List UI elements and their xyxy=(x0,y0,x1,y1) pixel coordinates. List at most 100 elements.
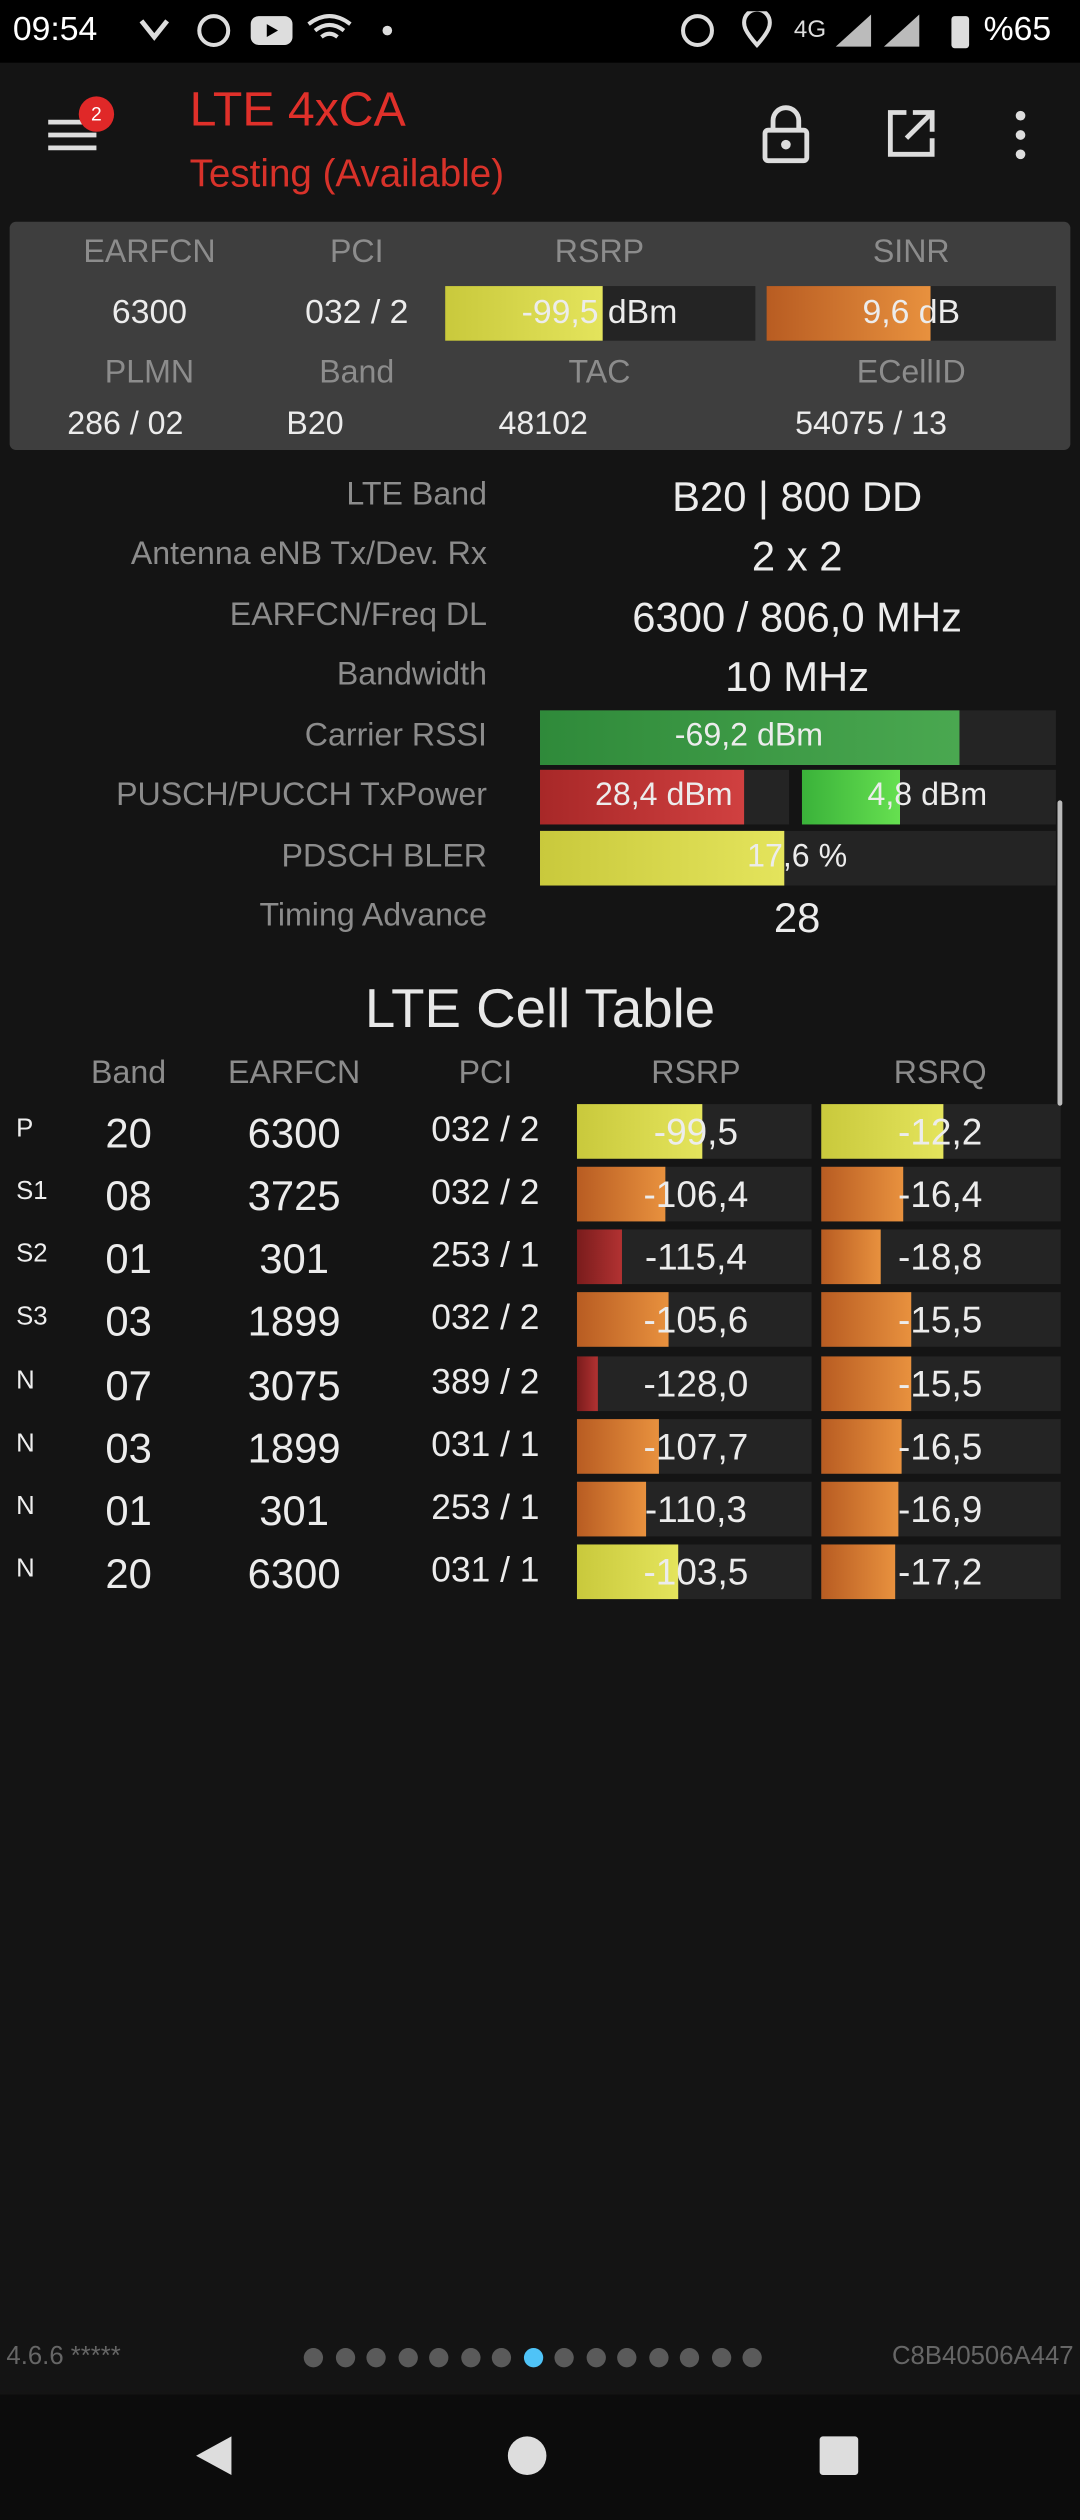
lock-button[interactable] xyxy=(759,103,814,167)
bar-track xyxy=(576,1356,812,1412)
status-right-icons xyxy=(681,11,920,49)
summary-label: EARFCN xyxy=(83,234,216,271)
bar-fill xyxy=(576,1104,703,1159)
summary-value: 032 / 2 xyxy=(305,294,409,332)
cell: -106,4 xyxy=(643,1173,749,1216)
row-tag: N xyxy=(16,1555,35,1584)
cell: -12,2 xyxy=(898,1110,983,1153)
detail-value: 28,4 dBm xyxy=(594,777,733,814)
share-button[interactable] xyxy=(884,106,939,161)
summary-label: SINR xyxy=(872,234,950,271)
table-header: Band xyxy=(91,1055,167,1092)
page-dot xyxy=(491,2348,512,2368)
cell: 20 xyxy=(105,1108,152,1158)
bar-track xyxy=(576,1104,812,1159)
cell: 253 / 1 xyxy=(431,1234,540,1275)
bar-track xyxy=(576,1292,812,1347)
cell: 03 xyxy=(105,1423,152,1473)
cell: -103,5 xyxy=(643,1550,749,1593)
detail-label: Antenna eNB Tx/Dev. Rx xyxy=(130,536,487,573)
more-button[interactable] xyxy=(1009,109,1032,160)
cell: 3725 xyxy=(247,1171,341,1220)
bar-track xyxy=(540,710,1056,766)
cell: 1899 xyxy=(247,1423,341,1473)
summary-value: B20 xyxy=(286,406,344,442)
scrollbar xyxy=(1057,800,1063,1106)
detail-value: 2 x 2 xyxy=(751,531,843,581)
bar-track xyxy=(540,769,790,825)
bar-fill xyxy=(821,1544,896,1600)
cell: 08 xyxy=(105,1171,152,1220)
summary-label: PCI xyxy=(329,234,384,271)
bar-fill xyxy=(540,710,960,766)
detail-label: Bandwidth xyxy=(336,657,487,693)
status-icons xyxy=(139,14,393,48)
bar-track xyxy=(576,1481,812,1537)
battery-level: %65 xyxy=(983,11,1052,49)
bar-fill xyxy=(821,1229,881,1285)
cell: -110,3 xyxy=(644,1488,747,1531)
detail-value: 4,8 dBm xyxy=(867,777,988,814)
detail-value: -69,2 dBm xyxy=(674,718,824,754)
page-dot xyxy=(523,2348,543,2368)
cell: -16,5 xyxy=(898,1425,983,1468)
summary-label: Band xyxy=(319,355,395,391)
detail-value: 10 MHz xyxy=(725,652,870,701)
cell: -105,6 xyxy=(643,1298,749,1341)
app-subtitle: Testing (Available) xyxy=(189,152,505,197)
row-tag: S2 xyxy=(16,1240,48,1269)
bar-track xyxy=(576,1166,812,1222)
cell: 032 / 2 xyxy=(431,1296,540,1338)
bar-fill xyxy=(821,1419,902,1474)
cell: -18,8 xyxy=(898,1235,983,1278)
summary-label: ECellID xyxy=(856,355,966,391)
row-tag: N xyxy=(16,1430,35,1458)
back-button[interactable] xyxy=(196,2436,232,2476)
bar-track xyxy=(821,1544,1061,1600)
bar-track xyxy=(821,1166,1061,1222)
network-type: 4G xyxy=(793,16,827,44)
bar-track xyxy=(821,1292,1061,1347)
status-bar xyxy=(0,0,1080,63)
summary-value: 286 / 02 xyxy=(67,406,184,442)
cell: 301 xyxy=(259,1234,329,1283)
cell: 253 / 1 xyxy=(431,1486,540,1527)
bar-track xyxy=(576,1229,812,1285)
page-dot xyxy=(648,2348,668,2368)
page-dot xyxy=(366,2348,386,2368)
page-dot xyxy=(711,2348,731,2368)
recents-button[interactable] xyxy=(819,2436,859,2476)
page-dot xyxy=(585,2348,606,2368)
cell: -15,5 xyxy=(898,1298,983,1341)
table-title: LTE Cell Table xyxy=(364,978,716,1040)
detail-label: Timing Advance xyxy=(259,898,487,934)
bar-track xyxy=(821,1229,1061,1285)
bar-fill xyxy=(576,1356,598,1412)
home-button[interactable] xyxy=(507,2436,547,2476)
battery-icon xyxy=(951,16,970,49)
bar-fill xyxy=(540,830,785,886)
app-title: LTE 4xCA xyxy=(189,83,406,137)
bar-fill xyxy=(576,1292,669,1347)
bar-track xyxy=(821,1104,1061,1159)
cell: 301 xyxy=(259,1486,329,1535)
cell: 6300 xyxy=(247,1549,341,1598)
cell: -15,5 xyxy=(898,1362,983,1405)
cell: -99,5 xyxy=(653,1110,739,1153)
cell: -107,7 xyxy=(643,1425,749,1468)
device-id: C8B40506A447 xyxy=(891,2343,1074,2371)
cell: -16,9 xyxy=(898,1488,983,1531)
notification-badge: 2 xyxy=(78,96,115,132)
bar-track xyxy=(576,1544,812,1600)
bar-fill xyxy=(576,1166,666,1222)
cell: -17,2 xyxy=(898,1550,983,1593)
cell: 389 / 2 xyxy=(431,1361,540,1402)
bar-track xyxy=(445,286,756,341)
bar-fill xyxy=(821,1104,944,1159)
detail-label: PDSCH BLER xyxy=(281,838,487,875)
summary-value: 6300 xyxy=(111,294,188,332)
cell: 031 / 1 xyxy=(431,1423,540,1465)
row-tag: S3 xyxy=(16,1303,48,1331)
